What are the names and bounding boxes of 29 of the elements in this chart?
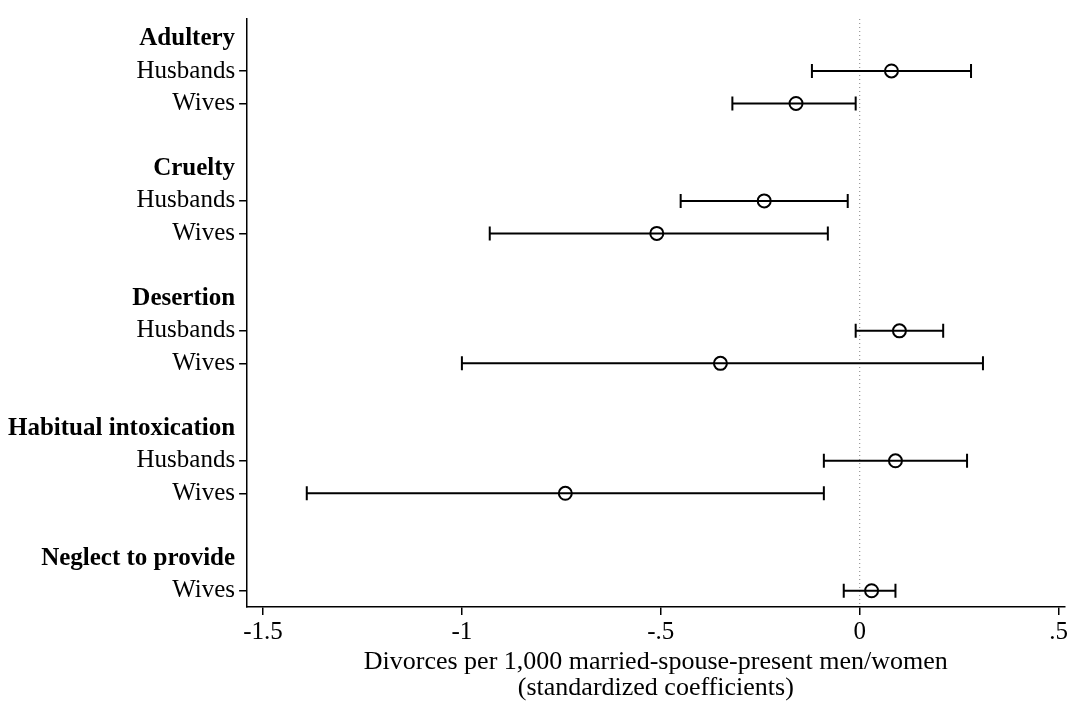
point bbox=[864, 583, 880, 599]
y-tick-label: Wives bbox=[172, 347, 236, 375]
x-axis-title: Divorces per 1,000 married-spouse-present men/women (standardized coefficients) bbox=[363, 645, 948, 701]
y-tick-label: Habitual intoxication bbox=[7, 412, 236, 440]
point bbox=[788, 95, 804, 111]
point bbox=[756, 193, 772, 209]
y-tick-label: Husbands bbox=[136, 55, 236, 83]
x-tick-label: 0 bbox=[853, 616, 866, 644]
y-tick-label: Husbands bbox=[136, 445, 236, 473]
point bbox=[891, 323, 907, 339]
y-tick-label: Desertion bbox=[132, 282, 236, 310]
x-tick-label: -1.5 bbox=[243, 616, 283, 644]
y-tick-label: Wives bbox=[172, 575, 236, 603]
x-tick-label: -.5 bbox=[647, 616, 675, 644]
y-tick-label: Husbands bbox=[136, 315, 236, 343]
y-tick-label: Adultery bbox=[139, 22, 236, 50]
y-tick-label: Cruelty bbox=[153, 152, 236, 180]
y-tick-label: Wives bbox=[172, 88, 236, 116]
x-tick-label: -1 bbox=[451, 616, 473, 644]
point bbox=[712, 355, 728, 371]
y-tick-label: Husbands bbox=[136, 185, 236, 213]
point bbox=[887, 453, 903, 469]
y-tick-label: Wives bbox=[172, 217, 236, 245]
point bbox=[649, 225, 665, 241]
y-tick-label: Neglect to provide bbox=[41, 542, 236, 570]
point bbox=[883, 63, 899, 79]
x-tick-label: .5 bbox=[1049, 616, 1068, 644]
y-tick-label: Wives bbox=[172, 477, 236, 505]
point bbox=[557, 485, 573, 501]
